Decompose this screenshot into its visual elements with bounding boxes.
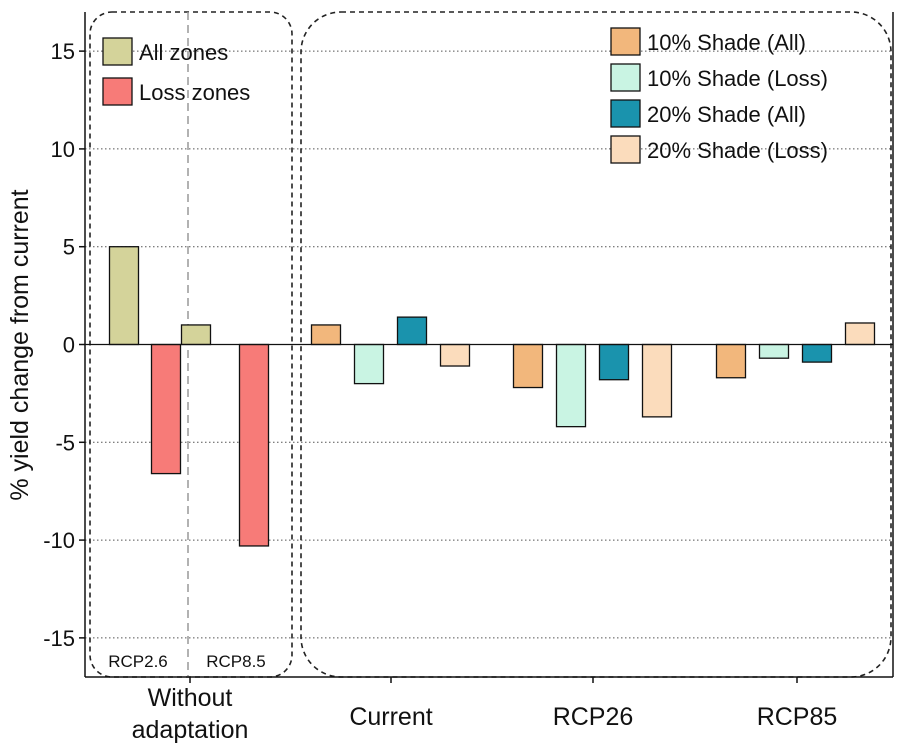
group-label: RCP85 [757, 703, 838, 731]
bar-20-shade-loss- [641, 343, 673, 418]
bar-loss-zones [238, 343, 270, 547]
legend-swatch [610, 27, 641, 56]
legend-label: 10% Shade (All) [647, 30, 806, 55]
bar-all-zones [180, 324, 212, 346]
bar-10-shade-all- [310, 324, 342, 346]
group-label: RCP26 [553, 703, 634, 731]
bar-loss-zones [150, 343, 182, 475]
legend-swatch [610, 63, 641, 92]
subgroup-label-rcp85: RCP8.5 [206, 652, 266, 671]
group-label: Without adaptation [132, 684, 249, 744]
y-tick-label: 0 [63, 333, 75, 358]
legend-label: 10% Shade (Loss) [647, 66, 828, 91]
bar-20-shade-all- [396, 316, 428, 346]
group-labels: Without adaptation Current RCP26 RCP85 [132, 684, 838, 744]
x-tick-marks [189, 677, 798, 683]
y-tick-label: -5 [55, 430, 75, 455]
legend-zones: All zones Loss zones [102, 37, 250, 106]
bar-10-shade-all- [512, 343, 544, 389]
y-axis-label: % yield change from current [6, 189, 34, 500]
y-tick-label: 5 [63, 235, 75, 260]
bar-20-shade-loss- [844, 322, 876, 346]
legend-swatch [610, 135, 641, 164]
bar-20-shade-all- [598, 343, 630, 381]
group-label: Current [349, 703, 432, 731]
bar-10-shade-all- [715, 343, 747, 379]
y-tick-label: -15 [43, 626, 75, 651]
legend-label: Loss zones [139, 80, 250, 105]
legend-swatch [102, 37, 133, 66]
y-tick-label: 15 [51, 39, 75, 64]
legend-swatch [610, 99, 641, 128]
bar-10-shade-loss- [555, 343, 587, 428]
legend-label: 20% Shade (Loss) [647, 138, 828, 163]
bar-all-zones [108, 246, 140, 346]
subgroup-label-rcp26: RCP2.6 [108, 652, 168, 671]
y-tick-label: -10 [43, 528, 75, 553]
legend-label: All zones [139, 40, 228, 65]
y-tick-label: 10 [51, 137, 75, 162]
y-tick-labels: 15 10 5 0 -5 -10 -15 [43, 39, 85, 651]
legend-shade: 10% Shade (All) 10% Shade (Loss) 20% Shade… [610, 27, 828, 164]
grid-lines [85, 50, 893, 639]
legend-label: 20% Shade (All) [647, 102, 806, 127]
bar-20-shade-all- [801, 343, 833, 363]
legend-swatch [102, 77, 133, 106]
bars [108, 246, 876, 547]
bar-10-shade-loss- [758, 343, 790, 359]
bar-10-shade-loss- [353, 343, 385, 385]
bar-20-shade-loss- [439, 343, 471, 367]
